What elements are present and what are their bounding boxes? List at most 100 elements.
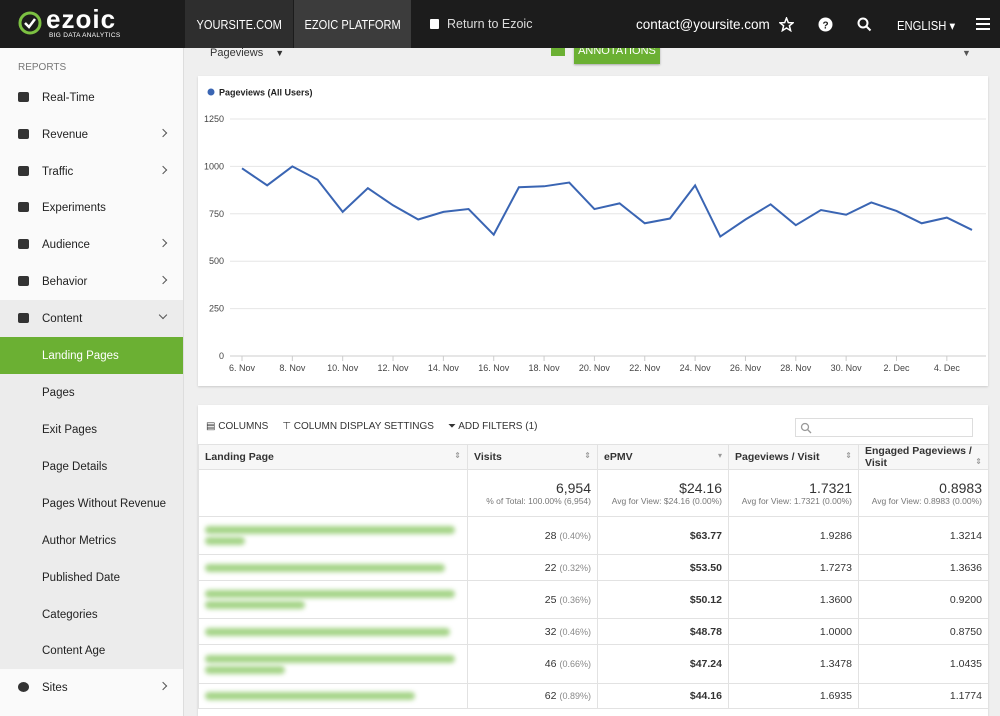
tab[interactable]: YOURSITE.COM xyxy=(185,0,293,48)
data-row: 46 (0.66%) $47.24 1.3478 1.0435 xyxy=(198,644,989,684)
nav-item[interactable]: Sites xyxy=(0,669,183,706)
landing-page-cell[interactable] xyxy=(198,683,468,709)
y-tick-label: 1250 xyxy=(204,114,224,124)
language-label: ENGLISH xyxy=(897,19,947,33)
x-tick-label: 12. Nov xyxy=(378,363,410,373)
column-header-label: Landing Page xyxy=(205,451,274,463)
column-header[interactable]: Pageviews / Visit ⇕ xyxy=(728,444,859,470)
nav-item[interactable]: Categories xyxy=(0,596,183,633)
data-row: 25 (0.36%) $50.12 1.3600 0.9200 xyxy=(198,580,989,619)
legend-label: Pageviews (All Users) xyxy=(219,88,313,98)
menu-icon[interactable] xyxy=(976,18,990,30)
landing-page-cell[interactable] xyxy=(198,580,468,619)
x-tick-label: 16. Nov xyxy=(478,363,510,373)
pageviews-per-visit-cell: 1.7273 xyxy=(728,554,859,581)
nav-item[interactable]: Audience xyxy=(0,226,183,263)
nav-item[interactable]: Pages xyxy=(0,374,183,411)
totals-cell: $24.16 Avg for View: $24.16 (0.00%) xyxy=(597,469,729,517)
sort-icon: ⇕ xyxy=(975,457,982,466)
visits-cell: 32 (0.46%) xyxy=(467,618,598,645)
total-value: $24.16 xyxy=(679,480,722,496)
visits-value: 25 xyxy=(544,593,557,606)
blurred-url xyxy=(205,590,455,598)
x-tick-label: 8. Nov xyxy=(279,363,306,373)
tab-label: YOURSITE.COM xyxy=(196,16,282,32)
logo-icon xyxy=(18,11,42,35)
language-select[interactable]: ENGLISH ▾ xyxy=(897,19,956,33)
nav-label: Pages xyxy=(42,386,75,399)
nav-item[interactable]: Revenue xyxy=(0,116,183,153)
tab[interactable]: EZOIC PLATFORM xyxy=(294,0,411,48)
search-icon[interactable] xyxy=(857,17,872,32)
x-tick-label: 14. Nov xyxy=(428,363,460,373)
top-bar: ezoic BIG DATA ANALYTICS YOURSITE.COM EZ… xyxy=(0,0,1000,48)
account-email[interactable]: contact@yoursite.com xyxy=(636,17,770,32)
return-link[interactable]: Return to Ezoic xyxy=(447,17,533,31)
metric-select[interactable]: Pageviews ▼ xyxy=(210,47,285,59)
blurred-url xyxy=(205,692,415,700)
engaged-pageviews-cell: 1.3214 xyxy=(858,516,989,555)
x-tick-label: 6. Nov xyxy=(229,363,256,373)
visits-percent: (0.36%) xyxy=(559,594,591,605)
dropdown-arrow[interactable]: ▼ xyxy=(962,48,971,58)
nav-item[interactable]: Content Age xyxy=(0,632,183,669)
landing-page-cell[interactable] xyxy=(198,516,468,555)
column-header[interactable]: Visits ⇕ xyxy=(467,444,598,470)
display-settings-label: COLUMN DISPLAY SETTINGS xyxy=(293,421,434,432)
data-table: Landing Page ⇕ Visits ⇕ ePMV ▾ Pageviews / Vis… xyxy=(198,444,989,709)
sidebar: REPORTS Real-Time Revenue Traffic Experi… xyxy=(0,48,184,716)
total-note: % of Total: 100.00% (6,954) xyxy=(486,496,591,506)
epmv-cell: $44.16 xyxy=(597,683,729,709)
column-header[interactable]: Engaged Pageviews / Visit ⇕ xyxy=(858,444,989,470)
nav-item[interactable]: Exit Pages xyxy=(0,411,183,448)
visits-percent: (0.40%) xyxy=(559,530,591,541)
nav-item[interactable]: Published Date xyxy=(0,559,183,596)
table-card: ▤ COLUMNS ⊤ COLUMN DISPLAY SETTINGS ⏷ AD… xyxy=(198,405,989,716)
landing-page-cell[interactable] xyxy=(198,618,468,645)
column-header-label: ePMV xyxy=(604,451,633,463)
table-toolbar: ▤ COLUMNS ⊤ COLUMN DISPLAY SETTINGS ⏷ AD… xyxy=(206,421,537,432)
filters-label: ADD FILTERS (1) xyxy=(458,421,538,432)
column-header[interactable]: ePMV ▾ xyxy=(597,444,729,470)
visits-percent: (0.46%) xyxy=(559,626,591,637)
total-value: 6,954 xyxy=(555,480,591,496)
nav-item[interactable]: Content xyxy=(0,300,183,337)
column-header-label: Visits xyxy=(474,451,502,463)
nav-item[interactable]: Traffic xyxy=(0,153,183,190)
column-header-label: Pageviews / Visit xyxy=(735,451,820,463)
x-tick-label: 24. Nov xyxy=(680,363,712,373)
sort-icon: ⇕ xyxy=(454,451,461,460)
nav-label: Categories xyxy=(42,608,98,621)
engaged-pageviews-cell: 1.3636 xyxy=(858,554,989,581)
metric-label: Pageviews xyxy=(210,47,264,59)
logo[interactable]: ezoic xyxy=(46,4,117,34)
nav-label: Revenue xyxy=(42,128,89,141)
nav-item[interactable]: Experiments xyxy=(0,189,183,226)
visits-value: 46 xyxy=(544,658,557,670)
help-icon[interactable]: ? xyxy=(818,17,833,32)
pageviews-per-visit-cell: 1.0000 xyxy=(728,618,859,645)
filters-button[interactable]: ⏷ ADD FILTERS (1) xyxy=(447,421,538,432)
visits-value: 62 xyxy=(544,690,557,702)
column-header[interactable]: Landing Page ⇕ xyxy=(198,444,468,470)
columns-button[interactable]: ▤ COLUMNS xyxy=(206,421,269,432)
blurred-url xyxy=(205,665,285,674)
landing-page-cell[interactable] xyxy=(198,554,468,581)
x-tick-label: 4. Dec xyxy=(934,363,961,373)
display-settings-button[interactable]: ⊤ COLUMN DISPLAY SETTINGS xyxy=(282,421,434,432)
nav-label: Content xyxy=(42,312,83,325)
nav-item-active[interactable]: Landing Pages xyxy=(0,337,183,374)
total-note: Avg for View: 1.7321 (0.00%) xyxy=(741,496,852,506)
nav-item[interactable]: Author Metrics xyxy=(0,522,183,559)
blurred-url xyxy=(205,526,455,534)
nav-item[interactable]: Behavior xyxy=(0,263,183,300)
nav-item[interactable]: Page Details xyxy=(0,448,183,485)
landing-page-cell[interactable] xyxy=(198,644,468,684)
table-search[interactable] xyxy=(795,418,973,437)
x-tick-label: 20. Nov xyxy=(579,363,611,373)
visits-percent: (0.66%) xyxy=(559,659,591,669)
nav-item[interactable]: Real-Time xyxy=(0,79,183,116)
nav-item[interactable]: Pages Without Revenue xyxy=(0,485,183,522)
star-icon[interactable] xyxy=(779,17,794,32)
